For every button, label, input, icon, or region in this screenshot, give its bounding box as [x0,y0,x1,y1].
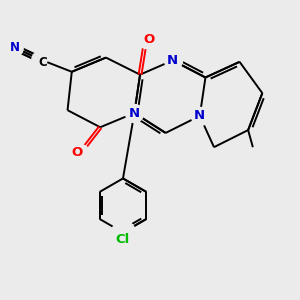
Text: N: N [167,54,178,67]
Text: O: O [143,33,155,46]
Text: N: N [129,106,140,119]
Text: C: C [38,56,47,69]
Text: O: O [71,146,82,159]
Text: N: N [194,110,205,122]
Text: N: N [10,41,20,54]
Text: Cl: Cl [116,233,130,246]
